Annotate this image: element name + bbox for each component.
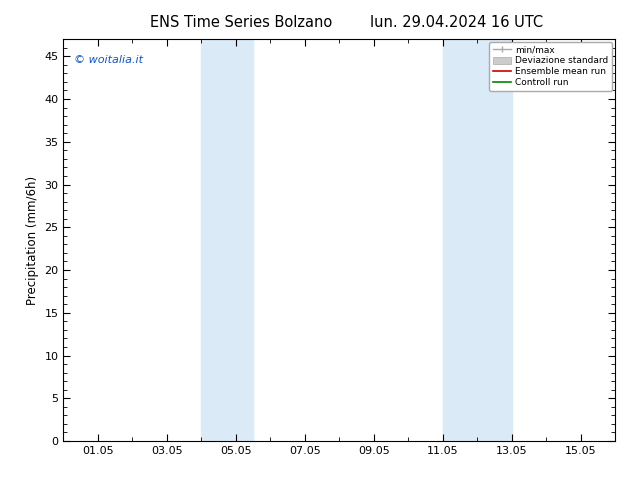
Text: lun. 29.04.2024 16 UTC: lun. 29.04.2024 16 UTC <box>370 15 543 30</box>
Bar <box>443 39 512 441</box>
Text: ENS Time Series Bolzano: ENS Time Series Bolzano <box>150 15 332 30</box>
Y-axis label: Precipitation (mm/6h): Precipitation (mm/6h) <box>26 175 39 305</box>
Bar <box>202 39 253 441</box>
Legend: min/max, Deviazione standard, Ensemble mean run, Controll run: min/max, Deviazione standard, Ensemble m… <box>489 42 612 91</box>
Text: © woitalia.it: © woitalia.it <box>74 55 143 65</box>
